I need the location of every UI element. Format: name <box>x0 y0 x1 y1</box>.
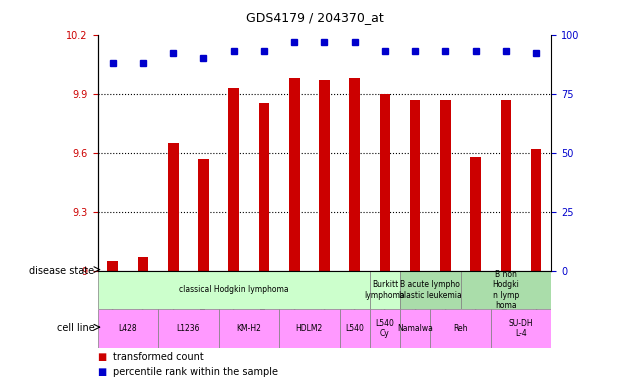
Text: Namalwa: Namalwa <box>398 324 433 333</box>
Bar <box>98 271 370 309</box>
Bar <box>370 309 400 348</box>
Bar <box>531 149 541 271</box>
Text: KM-H2: KM-H2 <box>236 324 261 333</box>
Bar <box>229 88 239 271</box>
Text: ■: ■ <box>98 367 110 377</box>
Bar <box>219 309 279 348</box>
Bar <box>168 143 178 271</box>
Text: HDLM2: HDLM2 <box>295 324 323 333</box>
Bar <box>350 78 360 271</box>
Text: L540: L540 <box>345 324 364 333</box>
Bar <box>430 309 491 348</box>
Bar <box>380 94 390 271</box>
Text: GDS4179 / 204370_at: GDS4179 / 204370_at <box>246 11 384 24</box>
Text: ■: ■ <box>98 352 110 362</box>
Bar <box>138 257 148 271</box>
Bar <box>198 159 209 271</box>
Text: L540
Cy: L540 Cy <box>375 319 394 338</box>
Bar <box>461 271 551 309</box>
Bar <box>400 309 430 348</box>
Text: Reh: Reh <box>453 324 468 333</box>
Text: transformed count: transformed count <box>113 352 204 362</box>
Bar <box>440 99 450 271</box>
Bar <box>259 103 269 271</box>
Text: classical Hodgkin lymphoma: classical Hodgkin lymphoma <box>179 285 289 295</box>
Text: B non
Hodgki
n lymp
homa: B non Hodgki n lymp homa <box>493 270 519 310</box>
Text: percentile rank within the sample: percentile rank within the sample <box>113 367 278 377</box>
Bar <box>279 309 340 348</box>
Bar <box>491 309 551 348</box>
Text: disease state: disease state <box>30 266 94 276</box>
Text: B acute lympho
blastic leukemia: B acute lympho blastic leukemia <box>399 280 462 300</box>
Bar <box>158 309 219 348</box>
Text: cell line: cell line <box>57 323 94 333</box>
Bar <box>370 271 400 309</box>
Bar <box>501 99 511 271</box>
Bar <box>471 157 481 271</box>
Text: Burkitt
lymphoma: Burkitt lymphoma <box>365 280 405 300</box>
Bar <box>400 271 461 309</box>
Bar <box>340 309 370 348</box>
Text: L428: L428 <box>118 324 137 333</box>
Bar <box>98 309 158 348</box>
Text: SU-DH
L-4: SU-DH L-4 <box>508 319 534 338</box>
Text: L1236: L1236 <box>176 324 200 333</box>
Bar <box>410 99 420 271</box>
Bar <box>289 78 299 271</box>
Bar <box>319 80 329 271</box>
Bar <box>108 261 118 271</box>
